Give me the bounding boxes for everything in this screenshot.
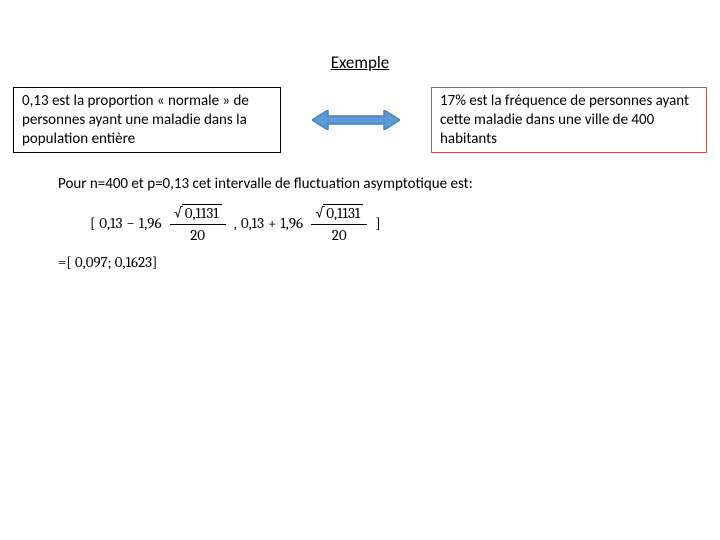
right-box: 17% est la fréquence de personnes ayant … (431, 87, 707, 153)
fraction-2: √ 0,1131 20 (311, 203, 367, 243)
plus: + (268, 214, 276, 232)
z2: 1,96 (280, 214, 303, 232)
lbracket: [ (90, 214, 95, 232)
comma: , (234, 214, 237, 232)
minus: − (126, 214, 134, 232)
example-title: Exemple (0, 0, 720, 87)
p2: 0,13 (241, 214, 264, 232)
fraction-1: √ 0,1131 20 (170, 203, 226, 243)
interval-expression: [ 0,13 − 1,96 √ 0,1131 20 , 0,13 + 1,96 … (90, 203, 720, 243)
result-interval: =[ 0,097; 0,1623] (58, 253, 720, 271)
rbracket: ] (375, 214, 380, 232)
denom-1: 20 (190, 225, 205, 244)
double-arrow-icon (281, 110, 431, 130)
p1: 0,13 (99, 214, 122, 232)
math-block: Pour n=400 et p=0,13 cet intervalle de f… (0, 153, 720, 271)
sqrt-2: √ 0,1131 (315, 204, 363, 222)
denom-2: 20 (332, 225, 347, 244)
sqrt-arg-1: 0,1131 (182, 204, 222, 222)
sqrt-1: √ 0,1131 (174, 204, 222, 222)
left-box: 0,13 est la proportion « normale » de pe… (13, 87, 281, 153)
z1: 1,96 (139, 214, 162, 232)
boxes-row: 0,13 est la proportion « normale » de pe… (0, 87, 720, 153)
math-intro: Pour n=400 et p=0,13 cet intervalle de f… (58, 175, 720, 193)
sqrt-arg-2: 0,1131 (323, 204, 363, 222)
